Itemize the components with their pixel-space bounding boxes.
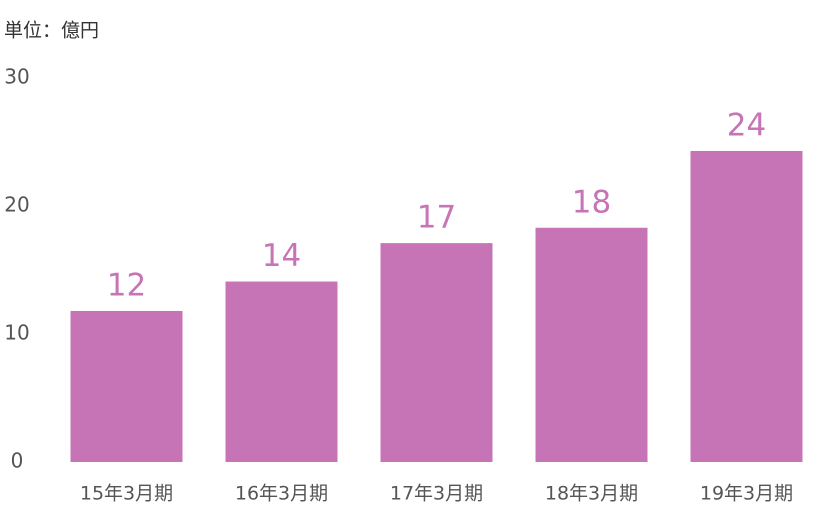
y-tick-label: 20 bbox=[4, 193, 29, 217]
y-tick-label: 30 bbox=[4, 65, 29, 89]
x-tick-label: 15年3月期 bbox=[80, 483, 173, 505]
x-tick-label: 19年3月期 bbox=[700, 483, 793, 505]
value-label: 24 bbox=[727, 107, 766, 143]
x-tick-label: 16年3月期 bbox=[235, 483, 328, 505]
x-tick-label: 17年3月期 bbox=[390, 483, 483, 505]
value-label: 14 bbox=[262, 238, 301, 274]
value-label: 17 bbox=[417, 200, 456, 236]
bar bbox=[225, 281, 338, 462]
value-label: 18 bbox=[572, 184, 611, 220]
bar bbox=[690, 150, 803, 462]
y-tick-label: 10 bbox=[4, 321, 29, 345]
unit-label: 単位：億円 bbox=[4, 20, 99, 42]
bar bbox=[535, 227, 648, 462]
bar bbox=[380, 243, 493, 462]
x-tick-label: 18年3月期 bbox=[545, 483, 638, 505]
bar bbox=[70, 310, 183, 462]
y-tick-label: 0 bbox=[11, 449, 24, 473]
value-label: 12 bbox=[107, 267, 146, 303]
